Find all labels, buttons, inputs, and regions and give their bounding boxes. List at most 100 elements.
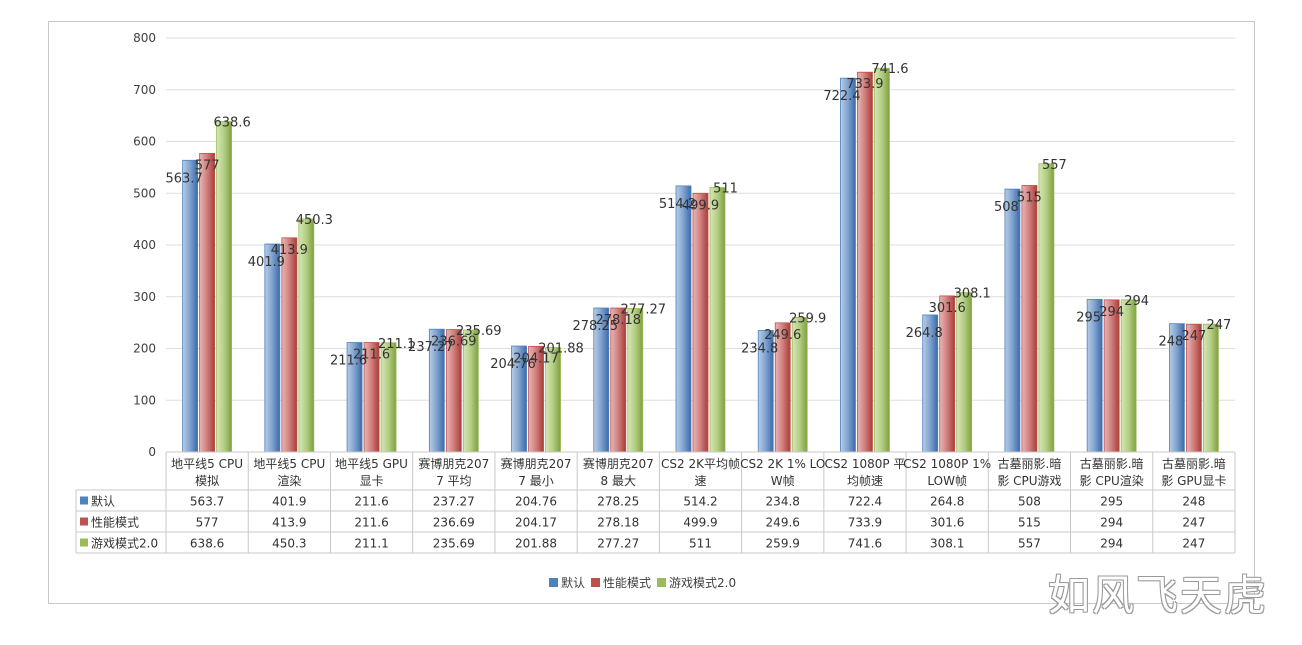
data-label: 741.6 [871, 62, 908, 77]
data-label: 294 [1124, 294, 1149, 309]
bar [939, 295, 956, 453]
table-cell: 264.8 [930, 495, 964, 509]
table-cell: 301.6 [930, 516, 964, 530]
category-label: 8 最大 [601, 474, 636, 488]
bar [956, 292, 973, 453]
bar [1021, 185, 1038, 453]
category-label: 古墓丽影.暗 [1162, 456, 1226, 471]
bar [182, 159, 199, 453]
data-label: 733.9 [846, 77, 883, 92]
category-label: CS2 1080P 平 [824, 457, 905, 471]
table-cell: 235.69 [433, 537, 475, 551]
data-label: 236.69 [431, 335, 477, 350]
table-cell: 247 [1182, 516, 1205, 530]
legend: 默认 性能模式 游戏模式2.0 [549, 575, 736, 590]
data-label: 508 [994, 200, 1019, 215]
data-label: 204.17 [513, 351, 559, 366]
data-label: 301.6 [929, 301, 966, 316]
table-cell: 278.18 [597, 516, 639, 530]
table-cell: 249.6 [766, 516, 800, 530]
category-label: 7 最小 [518, 474, 553, 488]
data-label: 211.6 [330, 353, 367, 368]
data-label: 277.27 [621, 303, 667, 318]
category-label: CS2 1080P 1% [903, 457, 991, 471]
category-label: 速 [694, 474, 706, 488]
table-cell: 248 [1182, 495, 1205, 509]
table-cell: 294 [1100, 537, 1123, 551]
data-label: 235.69 [456, 324, 502, 339]
data-label: 638.6 [214, 116, 251, 131]
data-label: 234.8 [741, 341, 778, 356]
data-labels: 563.7 401.9 211.6 237.27 204.76 278.25 514.2 23… [166, 62, 1232, 372]
category-label: 显卡 [360, 474, 384, 488]
bar [1120, 299, 1137, 453]
y-tick-label: 500 [133, 186, 156, 200]
legend-entry: 游戏模式2.0 [669, 576, 736, 590]
legend-swatch [591, 578, 601, 587]
data-label: 249.6 [764, 328, 801, 343]
y-tick-label: 800 [133, 31, 156, 45]
bar [264, 243, 281, 453]
data-label: 514.2 [659, 197, 696, 212]
table-cell: 204.76 [515, 495, 557, 509]
data-label: 211.6 [353, 347, 390, 362]
table-cell: 741.6 [848, 537, 882, 551]
table-cell: 277.27 [597, 537, 639, 551]
table-cell: 577 [196, 516, 219, 530]
category-label: CS2 2K 1% LO [740, 457, 825, 471]
category-label: 影 CPU渲染 [1080, 473, 1144, 488]
category-label: 渲染 [277, 473, 301, 488]
table-cell: 508 [1018, 495, 1041, 509]
table-cell: 201.88 [515, 537, 557, 551]
data-label: 294 [1099, 305, 1124, 320]
legend-entry: 默认 [561, 575, 585, 590]
bar [874, 67, 890, 453]
table-series-name: 性能模式 [91, 516, 139, 530]
data-label: 247 [1181, 329, 1206, 344]
data-label: 308.1 [954, 287, 991, 302]
data-label: 248 [1158, 335, 1183, 350]
table-legend-swatch [80, 538, 88, 547]
category-label: 影 GPU显卡 [1161, 474, 1226, 488]
table-cell: 259.9 [766, 537, 800, 551]
data-label: 511 [713, 182, 738, 197]
bar [709, 187, 726, 453]
data-label: 577 [195, 158, 220, 173]
table-cell: 295 [1100, 495, 1123, 509]
data-label: 247 [1206, 318, 1231, 333]
table-cell: 211.1 [354, 537, 388, 551]
category-label: LOW帧 [927, 474, 967, 488]
table-cell: 236.69 [433, 516, 475, 530]
bar [692, 192, 709, 453]
y-axis-ticks: 0 100 200 300 400 500 600 700 800 [133, 31, 156, 459]
data-label: 264.8 [906, 326, 943, 341]
bar [627, 308, 644, 453]
table-cell: 204.17 [515, 516, 557, 530]
y-tick-label: 300 [133, 290, 156, 304]
data-label: 204.76 [490, 357, 536, 372]
legend-swatch [549, 578, 558, 587]
table-cell: 247 [1182, 537, 1205, 551]
legend-swatch [657, 578, 667, 587]
table-cell: 211.6 [354, 495, 388, 509]
data-label: 211.1 [378, 337, 415, 352]
category-label: 古墓丽影.暗 [998, 456, 1062, 471]
data-label: 259.9 [789, 312, 826, 327]
table-legend-swatch [80, 517, 88, 526]
category-label: 地平线5 CPU [171, 457, 243, 471]
category-label: CS2 2K平均帧 [661, 457, 740, 471]
table-cell: 722.4 [848, 495, 882, 509]
table-cell: 515 [1018, 516, 1041, 530]
data-label: 722.4 [823, 89, 860, 104]
data-label: 450.3 [296, 213, 333, 228]
table-cell: 401.9 [272, 495, 306, 509]
table-series-name: 默认 [91, 494, 115, 509]
data-label: 413.9 [271, 243, 308, 258]
data-label: 401.9 [248, 255, 285, 270]
data-label: 563.7 [166, 171, 203, 186]
table-cell: 234.8 [766, 495, 800, 509]
data-label: 201.88 [538, 342, 584, 357]
table-cell: 211.6 [354, 516, 388, 530]
y-tick-label: 400 [133, 238, 156, 252]
